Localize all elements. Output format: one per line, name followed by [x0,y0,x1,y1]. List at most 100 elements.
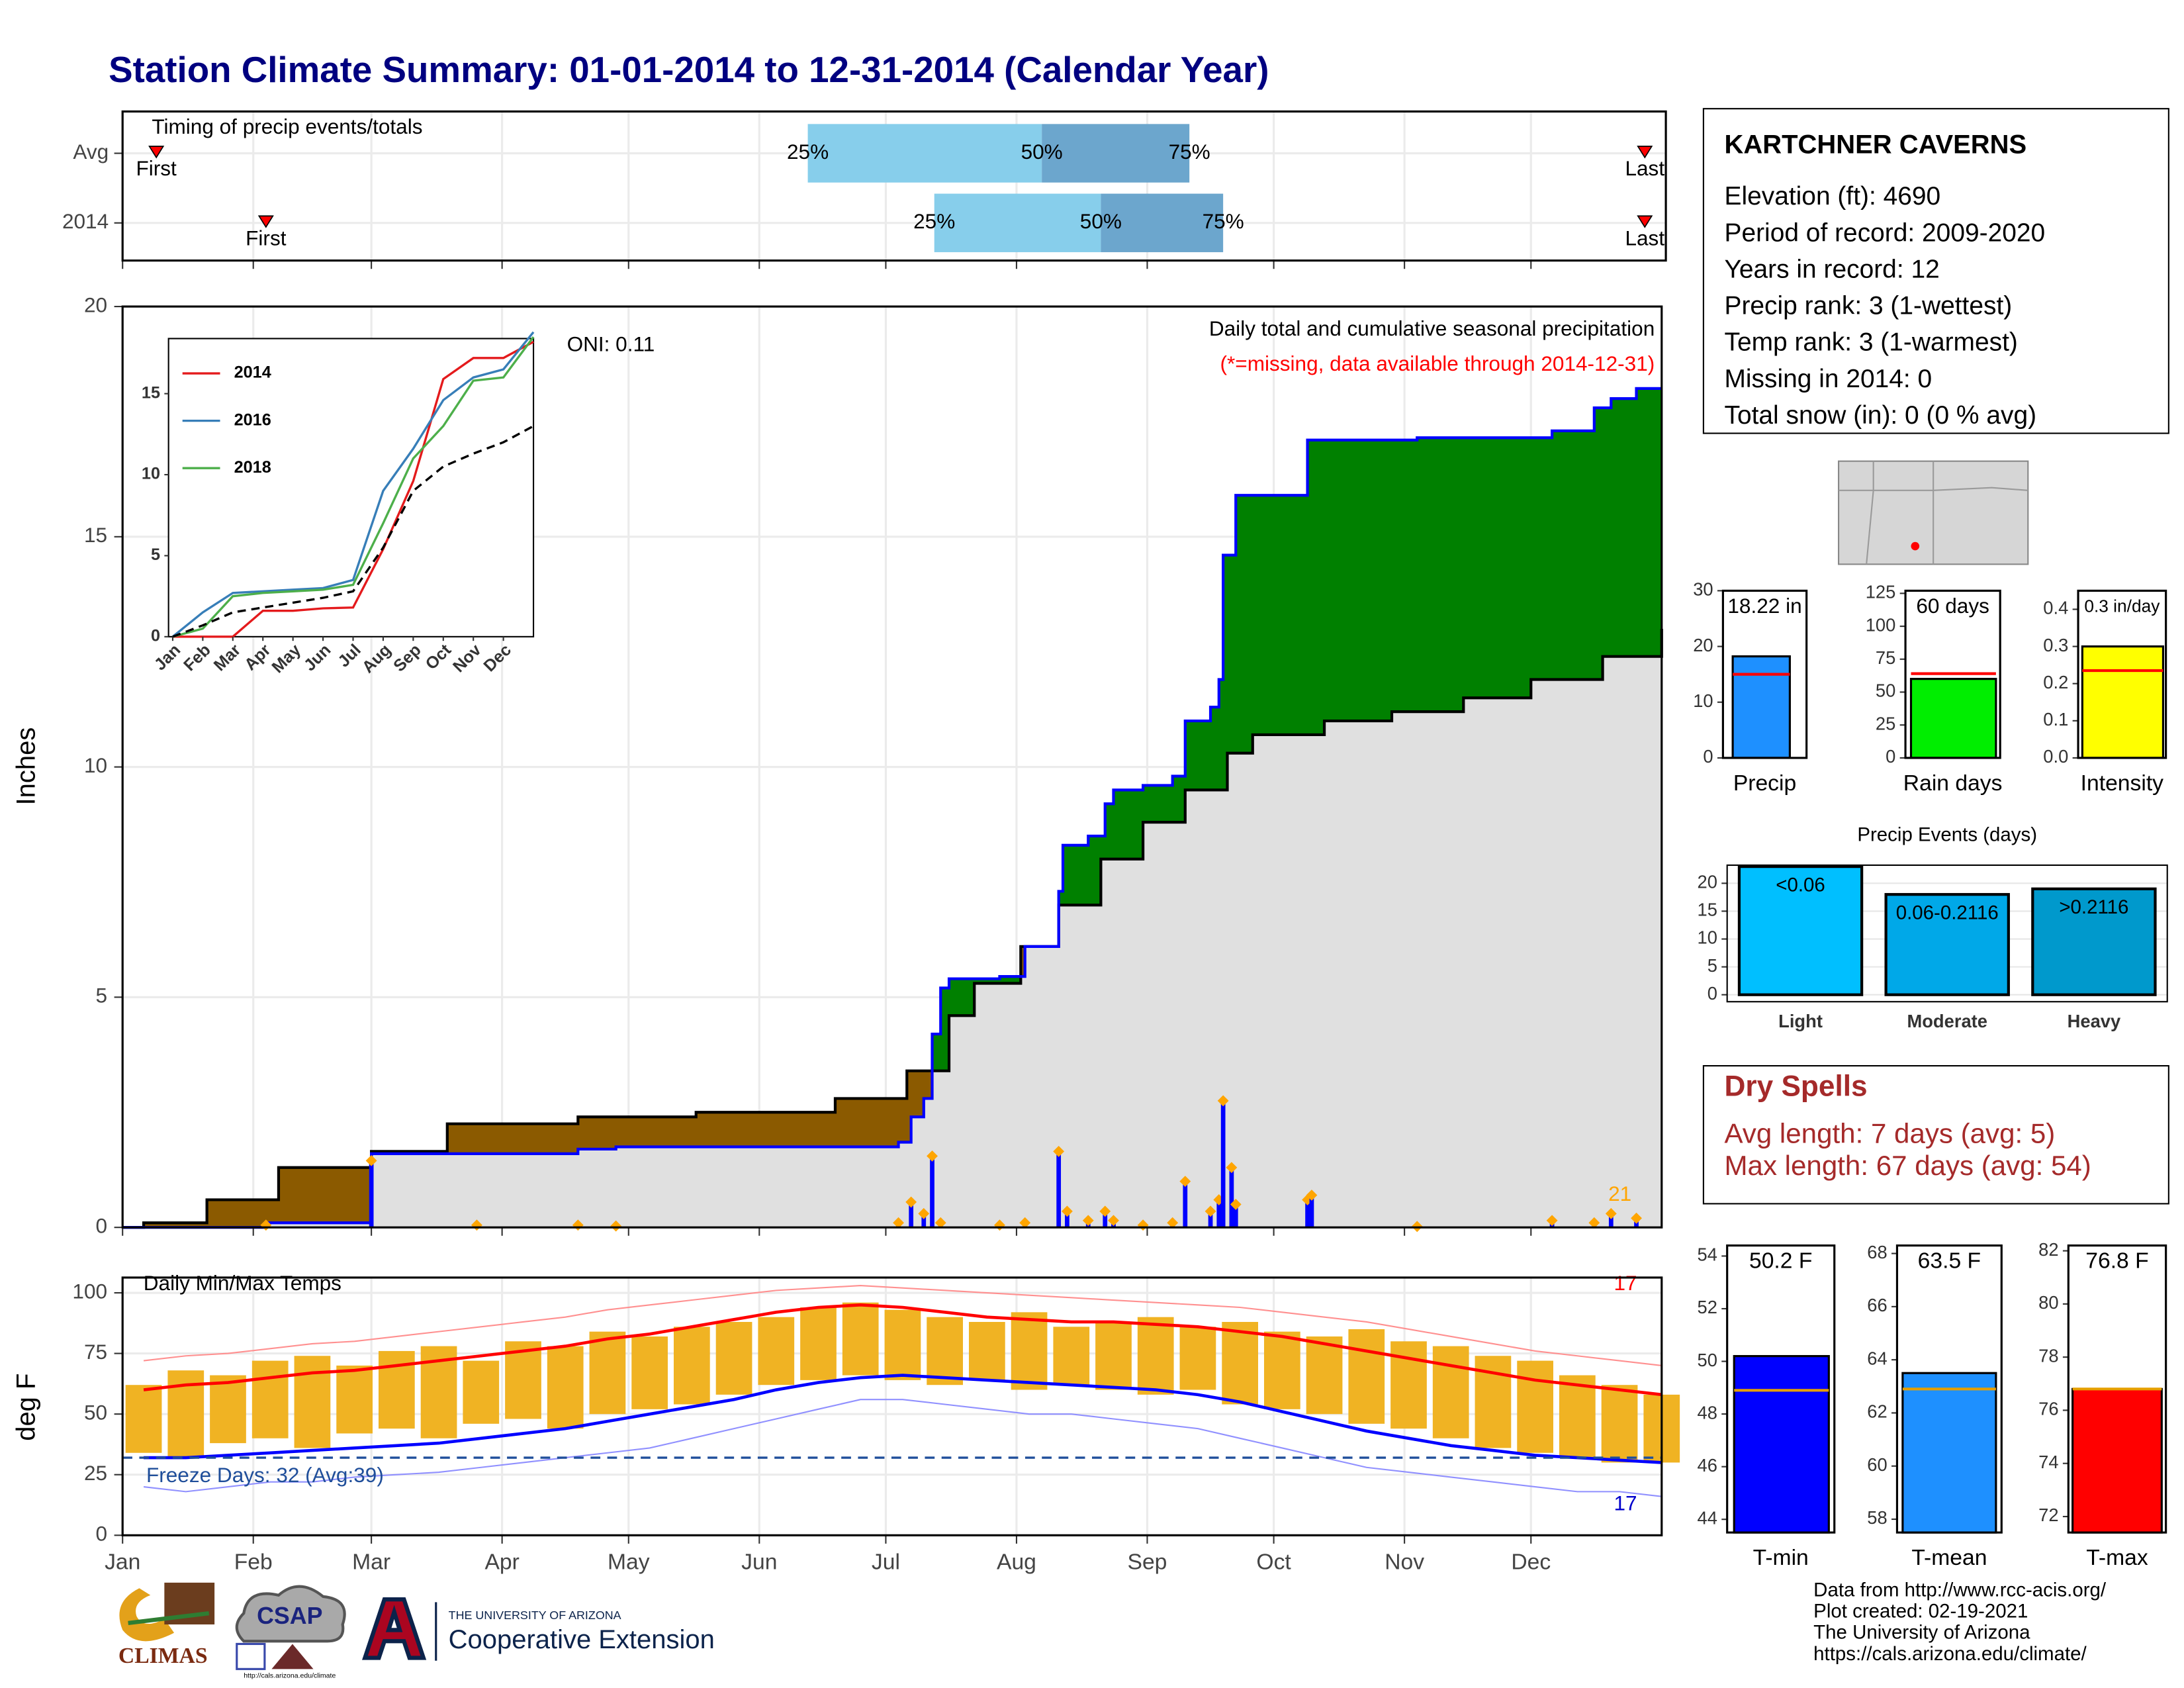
daily-marker [1226,1162,1238,1174]
quartile-bar [1101,193,1224,252]
y-tick-label: 0.4 [2043,598,2068,618]
temp-bar [1179,1327,1216,1390]
y-tick-label: 58 [1867,1507,1887,1528]
y-tick-label: 64 [1867,1348,1887,1368]
footer-line: Plot created: 02-19-2021 [1813,1600,2028,1622]
temp-bar [294,1356,331,1448]
event-marker [1637,146,1653,159]
cumulative-line [122,628,1663,1229]
temp-bar [631,1336,668,1409]
quartile-bar [1042,124,1190,183]
y-tick-label: 78 [2038,1345,2058,1366]
y-tick-label: 50 [84,1401,107,1425]
temp-bar [210,1375,246,1444]
bar-value-label: 76.8 F [2085,1249,2148,1274]
x-tick-label: Nov [1385,1550,1424,1574]
station-box [1702,108,2169,434]
y-tick-label: 20 [1693,635,1713,655]
temp-bar [1559,1375,1596,1458]
daily-marker [893,1217,904,1229]
temp-bar [1601,1385,1638,1463]
freeze-label: Freeze Days: 32 (Avg:39) [146,1463,384,1487]
daily-bar [1309,1195,1314,1228]
y-tick-label: 20 [84,293,107,316]
temp-bar [1095,1321,1132,1390]
bar [2031,887,2157,996]
bar-frame [2077,589,2167,759]
y-axis-label: Inches [12,727,41,806]
y-tick-label: 10 [1693,690,1713,711]
x-tick-label: Oct [1256,1550,1291,1574]
daily-marker [934,1217,946,1229]
station-line: Temp rank: 3 (1-warmest) [1724,328,2017,357]
temp-bar [1517,1360,1553,1453]
daily-bar [1183,1181,1188,1228]
daily-bar [1608,1213,1614,1228]
y-tick-label: 25 [84,1461,107,1485]
inset-line [172,336,535,638]
temp-bar [842,1302,879,1376]
y-tick-label: 0 [151,627,160,645]
timing-title: Timing of precip events/totals [152,115,422,138]
temp-bar [1432,1346,1469,1438]
daily-bar [1305,1199,1310,1228]
bar-value-label: 18.22 in [1727,594,1801,618]
count-label: 21 [1608,1182,1631,1205]
bar-frame [1726,1244,1836,1534]
x-tick-label: Apr [484,1550,519,1574]
x-tick-label: Sep [1128,1550,1167,1574]
temp-bar [968,1321,1005,1380]
y-tick-label: 5 [151,545,160,564]
y-tick-label: 80 [2038,1292,2058,1313]
temp-bar [715,1321,752,1395]
quartile-label: 25% [913,209,955,233]
event-label: Last [1625,156,1664,180]
footer-line: The University of Arizona [1813,1622,2030,1644]
y-tick-label: 0 [1703,746,1713,767]
quartile-bar [807,124,1042,183]
temp-bar [1306,1336,1343,1415]
bar-category-label: T-mean [1911,1546,1987,1570]
station-line: Total snow (in): 0 (0 % avg) [1724,401,2036,430]
daily-marker [1179,1176,1191,1188]
temp-line [143,1284,1662,1366]
daily-marker [1306,1190,1318,1201]
bar-category-label: Rain days [1903,771,2003,796]
y-tick-label: 60 [1867,1454,1887,1475]
bar-frame [1721,589,1808,759]
y-tick-label: 0 [96,1214,108,1238]
y-axis-label: deg F [12,1374,41,1441]
daily-marker [1053,1145,1065,1157]
logo-csap [235,1585,346,1670]
bar-frame [1895,1244,2003,1534]
station-line: Elevation (ft): 4690 [1724,182,1940,211]
bar [1737,865,1864,996]
locator-map [1838,460,2029,565]
daily-bar [369,1160,374,1228]
x-tick-label: Feb [234,1550,273,1574]
temp-bar [505,1341,541,1419]
temp-bar [1390,1341,1427,1429]
daily-bar [1229,1167,1234,1228]
bar-category-label: T-min [1753,1546,1809,1570]
y-tick-label: 30 [1693,579,1713,600]
y-tick-label: 10 [84,753,107,777]
station-line: Precip rank: 3 (1-wettest) [1724,292,2012,320]
plot-frame [121,110,1667,262]
page-title: Station Climate Summary: 01-01-2014 to 1… [109,49,1269,90]
logo-climas [119,1582,215,1642]
dry-spells-line: Avg length: 7 days (avg: 5) [1724,1117,2055,1149]
plot-frame [1726,864,2168,1003]
x-tick-label: Aug [997,1550,1036,1574]
station-name: KARTCHNER CAVERNS [1724,130,2026,160]
y-tick-label: 75 [1876,647,1895,668]
temp-bar [673,1327,710,1405]
event-label: First [246,226,287,250]
daily-bar [921,1213,927,1228]
x-tick-label: Jan [105,1550,140,1574]
y-tick-label: 0.1 [2043,709,2068,729]
annotation: ONI: 0.11 [567,332,655,355]
quartile-bar [934,193,1101,252]
footer-line: https://cals.arizona.edu/climate/ [1813,1643,2087,1665]
plot-frame [121,1276,1663,1536]
